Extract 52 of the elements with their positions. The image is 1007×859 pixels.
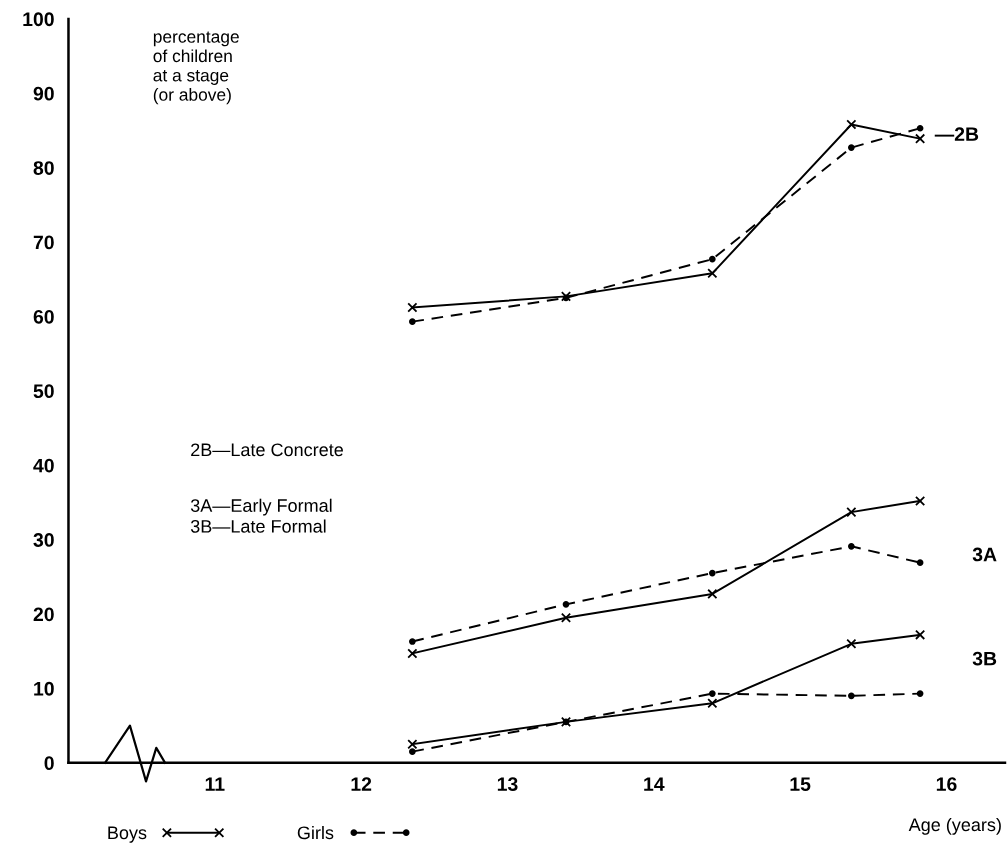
point xyxy=(407,648,418,659)
point xyxy=(848,692,855,700)
annotation: —2B xyxy=(934,127,979,141)
point xyxy=(846,638,857,649)
point xyxy=(707,268,718,279)
point xyxy=(916,559,924,567)
point xyxy=(560,612,572,623)
point xyxy=(915,629,926,640)
point xyxy=(848,542,855,550)
point xyxy=(916,124,924,132)
y-tick-label: 50 xyxy=(33,384,54,399)
point xyxy=(708,569,716,577)
annotation: 3A—Early Formal 3B—Late Formal xyxy=(190,498,332,533)
annotation: 3A xyxy=(972,547,997,562)
point xyxy=(915,133,926,144)
legend-label: Boys xyxy=(108,826,147,843)
x-tick-label: 14 xyxy=(644,777,665,791)
point xyxy=(848,144,855,151)
y-tick-label: 90 xyxy=(33,86,54,101)
point xyxy=(407,739,418,750)
point xyxy=(707,588,718,599)
point xyxy=(409,748,416,755)
x-tick-label: 15 xyxy=(790,777,811,791)
point xyxy=(846,119,857,130)
point xyxy=(846,507,857,518)
point xyxy=(915,495,926,507)
point xyxy=(409,318,416,325)
y-tick-label: 60 xyxy=(33,309,54,324)
x-tick-label: 13 xyxy=(497,777,518,791)
y-tick-label: 0 xyxy=(44,756,54,771)
x-axis-title: Age (years) xyxy=(908,817,1001,835)
point xyxy=(708,255,716,263)
y-axis-title: percentage of children at a stage (or above) xyxy=(153,31,239,105)
point xyxy=(409,638,416,645)
y-tick-label: 40 xyxy=(33,458,54,473)
point xyxy=(916,690,924,697)
y-tick-label: 30 xyxy=(33,533,54,547)
point xyxy=(707,698,718,709)
legend-label: Girls xyxy=(297,825,334,840)
y-tick-label: 100 xyxy=(23,12,54,27)
y-tick-label: 10 xyxy=(34,681,54,696)
y-tick-label: 80 xyxy=(33,161,54,175)
y-tick-label: 20 xyxy=(33,607,54,622)
x-tick-label: 16 xyxy=(936,777,957,791)
annotation: 2B—Late Concrete xyxy=(191,443,343,457)
point xyxy=(708,690,716,697)
point xyxy=(562,601,570,608)
point xyxy=(407,302,418,313)
y-tick-label: 70 xyxy=(33,235,54,250)
x-tick-label: 12 xyxy=(351,777,372,791)
annotation: 3B xyxy=(972,651,997,666)
x-tick-label: 11 xyxy=(205,777,225,791)
